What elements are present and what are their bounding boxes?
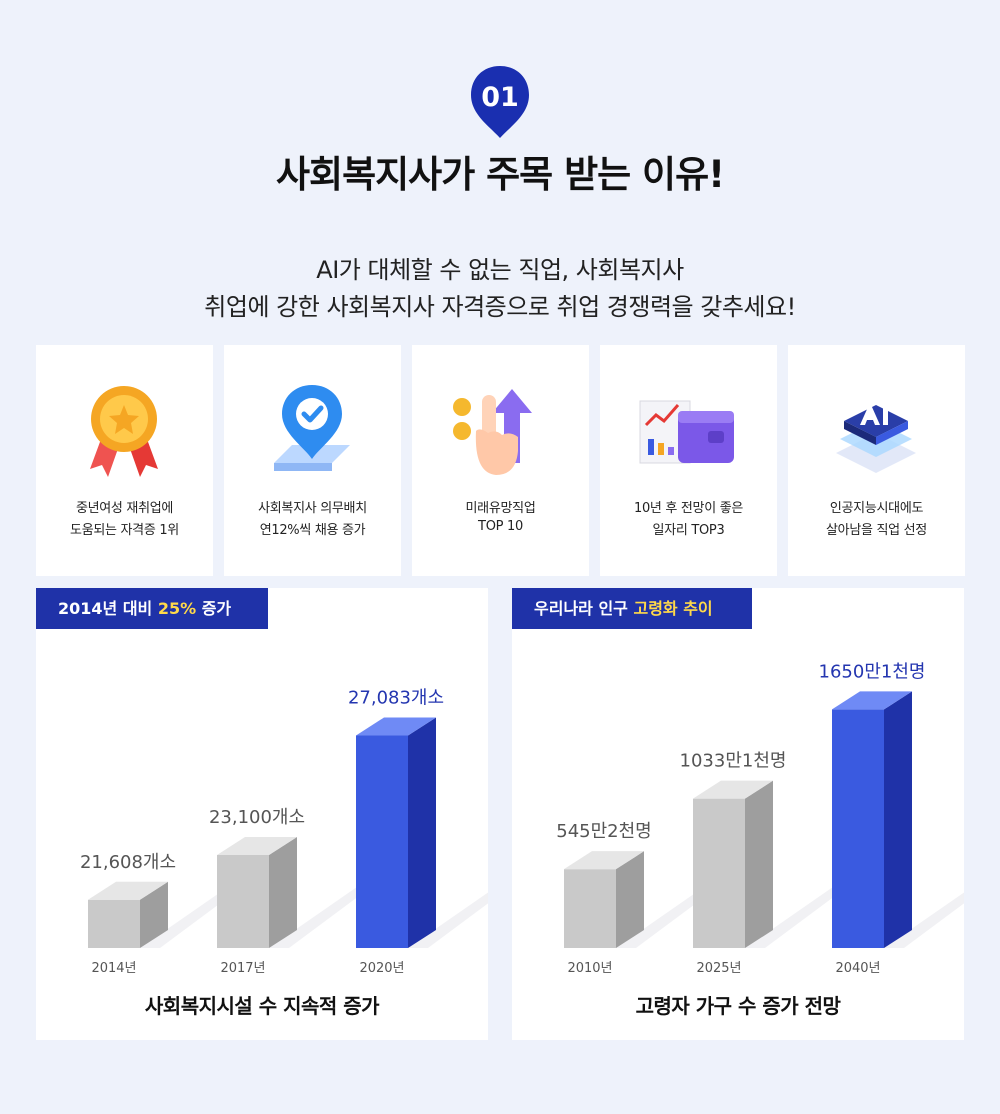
bar-front [832, 709, 884, 948]
page-title: 사회복지사가 주목 받는 이유! [276, 153, 725, 196]
bar-side [884, 691, 912, 948]
value-label: 545만2천명 [556, 821, 652, 842]
bar [217, 837, 367, 948]
bar [832, 691, 964, 948]
value-label: 27,083개소 [348, 688, 444, 709]
feature-card: 중년여성 재취업에 도움되는 자격증 1위 [36, 345, 213, 576]
subtitle-line-2: 취업에 강한 사회복지사 자격증으로 취업 경쟁력을 갖추세요! [204, 293, 796, 321]
badge-number: 01 [481, 82, 519, 113]
value-label: 1650만1천명 [819, 661, 926, 682]
bar-front [88, 899, 140, 948]
tag-prefix: 2014년 대비 [58, 599, 158, 618]
card-text-line-1: 10년 후 전망이 좋은 [633, 501, 744, 516]
subtitle-line-1: AI가 대체할 수 없는 직업, 사회복지사 [316, 256, 684, 284]
value-label: 1033만1천명 [680, 751, 787, 772]
card-text-line-1: 미래유망직업 [465, 501, 536, 516]
category-label: 2040년 [835, 961, 880, 976]
category-label: 2020년 [359, 961, 404, 976]
bar-chart-elderly: 545만2천명 2010년 1033만1천명 2025년 1650만1천명 2040년 [556, 661, 964, 976]
chart-tag-elderly: 우리나라 인구 고령화 추이 [512, 588, 752, 629]
chart-title-facilities: 사회복지시설 수 지속적 증가 [144, 994, 380, 1018]
value-label: 21,608개소 [80, 852, 176, 873]
bar-top [693, 780, 773, 799]
bar-side [408, 717, 436, 948]
bar-chart-facilities: 21,608개소 2014년 23,100개소 2017년 27,083개소 2020년 [80, 688, 488, 976]
card-text-line-2: 연12%씩 채용 증가 [259, 523, 366, 538]
card-text-line-2: TOP 10 [478, 519, 523, 534]
feature-card: 미래유망직업 TOP 10 [412, 345, 589, 576]
bar-front [356, 735, 408, 948]
tag-suffix: 증가 [196, 599, 232, 618]
bar-side [140, 881, 168, 948]
bar-side [616, 851, 644, 948]
card-text-line-1: 중년여성 재취업에 [75, 501, 174, 516]
chart-tag-facilities: 2014년 대비 25% 증가 [36, 588, 268, 629]
ai-chip-icon [836, 405, 916, 473]
bar-side [745, 780, 773, 948]
bar-top [564, 851, 644, 870]
tag-highlight: 25% [157, 599, 197, 618]
feature-card: 사회복지사 의무배치 연12%씩 채용 증가 [224, 345, 401, 576]
feature-card: 10년 후 전망이 좋은 일자리 TOP3 [600, 345, 777, 576]
tag-highlight: 고령화 추이 [633, 599, 713, 618]
card-text-line-2: 일자리 TOP3 [652, 523, 725, 538]
bar-top [832, 691, 912, 710]
bar-top [217, 837, 297, 855]
pointing-hand-up-arrow-icon [453, 389, 532, 475]
bar-front [217, 855, 269, 948]
card-text-line-1: 사회복지사 의무배치 [258, 501, 367, 516]
chart-title-elderly: 고령자 가구 수 증가 전망 [635, 994, 841, 1018]
bar [564, 851, 714, 948]
bar-top [356, 717, 436, 736]
number-badge-icon [471, 66, 529, 138]
bar [88, 880, 238, 948]
category-label: 2014년 [91, 961, 136, 976]
bar [356, 717, 488, 948]
bar-side [269, 837, 297, 948]
category-label: 2017년 [220, 961, 265, 976]
bar [693, 780, 843, 948]
category-label: 2025년 [696, 961, 741, 976]
feature-card: 인공지능시대에도 살아남을 직업 선정 [788, 345, 965, 576]
bar-front [693, 798, 745, 948]
chart-wallet-icon [639, 400, 734, 464]
value-label: 23,100개소 [209, 807, 305, 828]
bar-front [564, 869, 616, 948]
medal-icon [90, 386, 158, 477]
card-text-line-2: 살아남을 직업 선정 [826, 523, 927, 538]
location-pin-icon [274, 385, 350, 471]
category-label: 2010년 [567, 961, 612, 976]
bar-top [88, 881, 168, 900]
card-text-line-2: 도움되는 자격증 1위 [70, 523, 179, 538]
tag-prefix: 우리나라 인구 [534, 599, 634, 618]
card-text-line-1: 인공지능시대에도 [829, 501, 924, 516]
